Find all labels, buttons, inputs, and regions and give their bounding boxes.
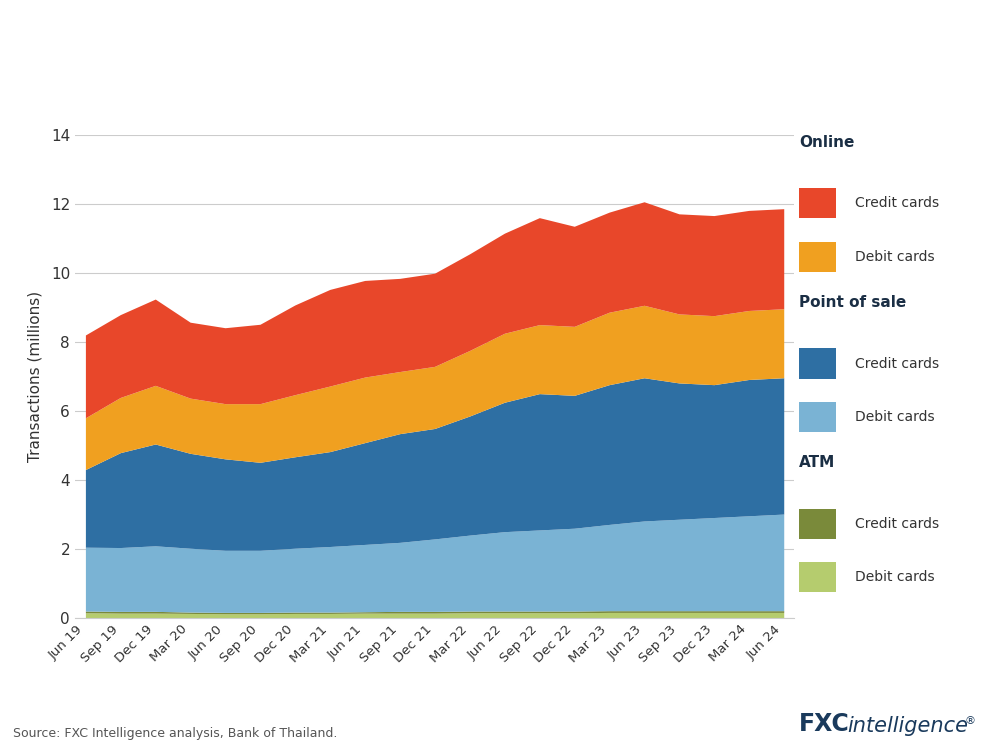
Text: ®: ® [964, 717, 975, 727]
Text: Credit cards: Credit cards [855, 517, 939, 531]
Bar [799, 348, 836, 378]
Text: Debit cards: Debit cards [855, 410, 934, 424]
Text: Credit cards: Credit cards [855, 196, 939, 210]
Text: Source: FXC Intelligence analysis, Bank of Thailand.: Source: FXC Intelligence analysis, Bank … [13, 727, 338, 740]
Text: FXC: FXC [799, 712, 850, 736]
Text: Point of sale most common for Thai cross-border transactions: Point of sale most common for Thai cross… [13, 26, 812, 49]
Text: Debit cards: Debit cards [855, 570, 934, 584]
Text: intelligence: intelligence [847, 715, 968, 736]
Text: ATM: ATM [799, 455, 835, 470]
Bar [799, 188, 836, 219]
Text: Cross-border transactions from cards issued in Thailand by type: Cross-border transactions from cards iss… [13, 80, 528, 95]
Text: Credit cards: Credit cards [855, 357, 939, 371]
Bar [799, 509, 836, 539]
Text: Debit cards: Debit cards [855, 249, 934, 264]
Y-axis label: Transactions (millions): Transactions (millions) [28, 291, 43, 462]
Text: Online: Online [799, 135, 854, 150]
Text: Point of sale: Point of sale [799, 295, 906, 310]
Bar [799, 242, 836, 272]
Bar [799, 562, 836, 592]
Bar [799, 401, 836, 432]
